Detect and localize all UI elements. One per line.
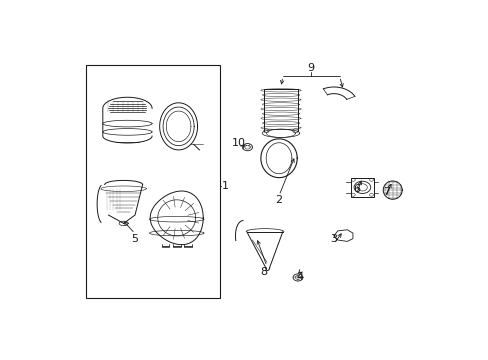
Text: 1: 1 (221, 181, 228, 191)
Bar (350, 177, 373, 197)
Text: 10: 10 (232, 138, 246, 148)
Text: 8: 8 (260, 267, 267, 277)
Text: 6: 6 (352, 184, 360, 194)
Text: 7: 7 (383, 186, 390, 197)
Text: 9: 9 (307, 63, 314, 73)
Text: 5: 5 (131, 234, 138, 244)
Text: 2: 2 (275, 195, 282, 205)
Bar (85, 66, 220, 298)
Text: 3: 3 (330, 234, 337, 244)
Text: 4: 4 (296, 273, 303, 283)
